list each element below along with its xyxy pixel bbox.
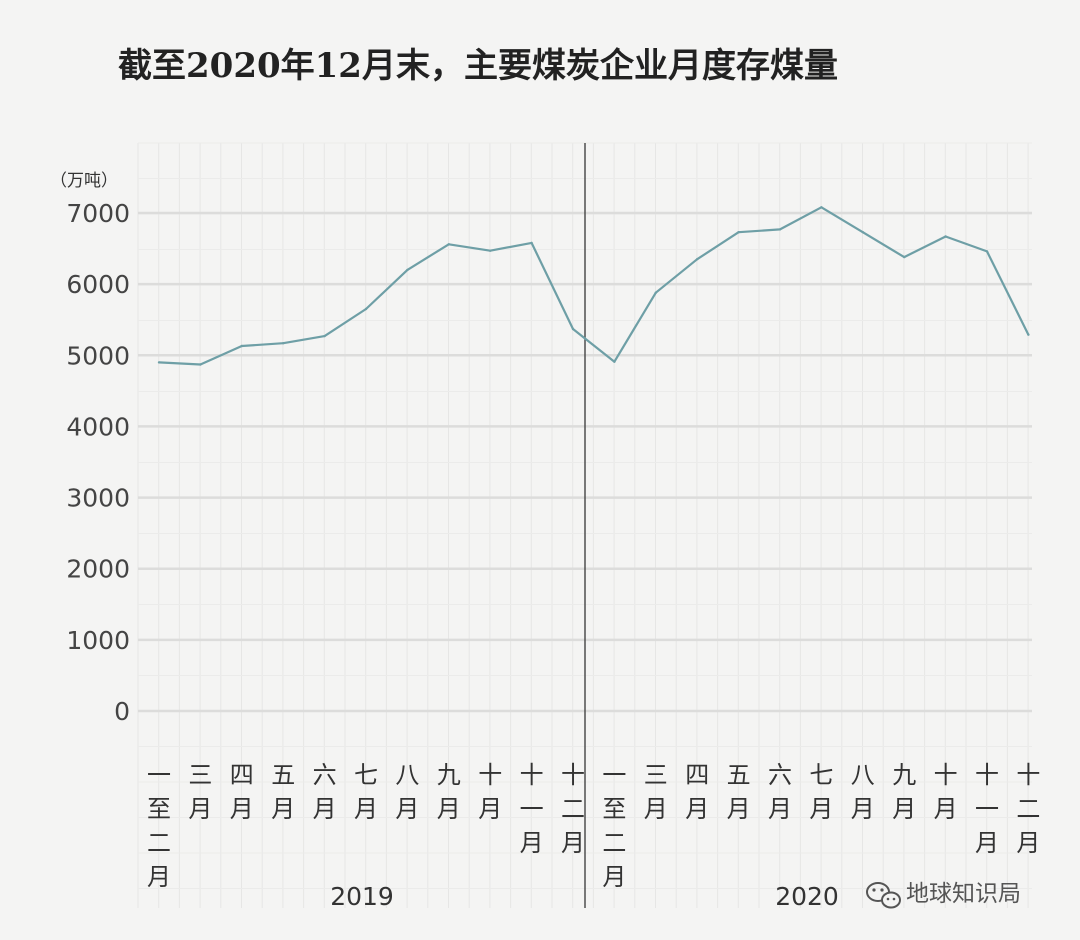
x-tick-label: 一至二月 xyxy=(147,761,171,891)
x-tick-label: 六月 xyxy=(313,761,337,823)
x-tick-label: 九月 xyxy=(437,761,461,823)
series-lines xyxy=(158,206,1030,366)
x-tick-label: 五月 xyxy=(271,761,295,823)
x-tick-label: 八月 xyxy=(851,761,875,823)
y-tick-label: 3000 xyxy=(66,484,130,513)
x-tick-label: 十一月 xyxy=(520,761,544,857)
x-tick-label: 十二月 xyxy=(561,761,585,857)
data-point xyxy=(530,241,533,245)
data-point xyxy=(406,268,409,272)
data-point xyxy=(861,231,864,234)
y-tick-label: 5000 xyxy=(66,341,130,370)
data-point xyxy=(820,206,823,209)
x-tick-label: 三月 xyxy=(188,761,212,823)
data-point xyxy=(985,250,989,253)
x-tick-label: 七月 xyxy=(354,761,378,823)
x-tick-labels: 一至二月三月四月五月六月七月八月九月十月十一月十二月一至二月三月四月五月六月七月… xyxy=(147,761,1040,891)
data-point xyxy=(364,307,368,311)
data-point xyxy=(613,360,616,363)
x-tick-label: 一至二月 xyxy=(602,761,626,891)
series-line xyxy=(158,206,1030,366)
data-point xyxy=(240,344,243,348)
x-tick-label: 四月 xyxy=(685,761,709,823)
data-point xyxy=(696,258,699,261)
year-label: 2019 xyxy=(330,882,394,911)
x-tick-label: 十月 xyxy=(934,761,958,823)
x-tick-label: 五月 xyxy=(727,761,751,823)
y-tick-label: 7000 xyxy=(66,199,130,228)
x-tick-label: 十一月 xyxy=(975,761,999,857)
x-tick-label: 九月 xyxy=(892,761,916,823)
data-point xyxy=(199,363,202,366)
data-point xyxy=(157,361,161,364)
year-labels: 2019 2020 xyxy=(330,882,839,911)
x-tick-label: 八月 xyxy=(395,761,419,823)
x-tick-label: 三月 xyxy=(644,761,668,823)
series-points xyxy=(157,206,1030,366)
watermark-text: 地球知识局 xyxy=(906,881,1021,907)
data-point xyxy=(654,291,657,294)
wechat-icon xyxy=(866,882,901,909)
data-point xyxy=(489,249,492,252)
data-point xyxy=(778,228,782,231)
y-tick-labels: 0 1000 2000 3000 4000 5000 6000 7000 xyxy=(66,199,130,726)
data-point xyxy=(282,342,285,345)
y-tick-label: 4000 xyxy=(66,412,130,441)
data-point xyxy=(571,327,575,331)
data-point xyxy=(447,243,450,246)
y-tick-label: 0 xyxy=(114,697,130,726)
x-tick-label: 四月 xyxy=(230,761,254,823)
y-tick-label: 2000 xyxy=(66,555,130,584)
y-axis-unit: （万吨） xyxy=(50,171,118,191)
chart-title: 截至2020年12月末，主要煤炭企业月度存煤量 xyxy=(118,46,838,86)
y-tick-label: 1000 xyxy=(66,626,130,655)
year-label: 2020 xyxy=(775,882,839,911)
data-point xyxy=(323,334,326,338)
x-tick-label: 十二月 xyxy=(1016,761,1040,857)
watermark: 地球知识局 xyxy=(866,881,1021,909)
data-point xyxy=(944,235,947,238)
x-tick-label: 七月 xyxy=(809,761,833,823)
x-tick-label: 六月 xyxy=(768,761,792,823)
x-tick-label: 十月 xyxy=(478,761,502,823)
data-point xyxy=(903,255,906,259)
data-point xyxy=(1027,333,1030,336)
data-point xyxy=(737,231,740,234)
y-tick-label: 6000 xyxy=(66,270,130,299)
